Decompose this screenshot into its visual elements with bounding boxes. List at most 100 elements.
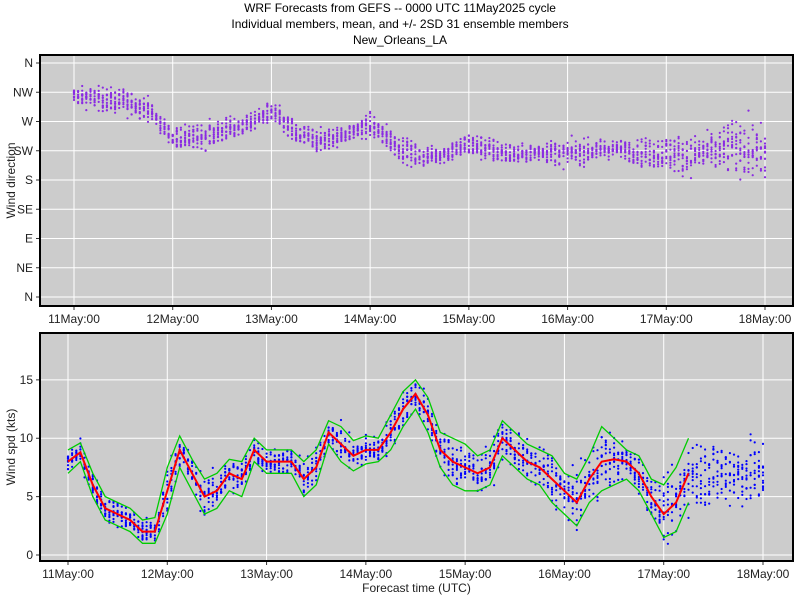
direction-point: [759, 167, 763, 171]
speed-point: [435, 429, 438, 433]
direction-point: [735, 147, 738, 150]
direction-point: [459, 137, 462, 141]
direction-point: [303, 141, 306, 144]
speed-point: [617, 471, 620, 474]
speed-point: [472, 464, 475, 467]
direction-point: [574, 158, 577, 161]
speed-point: [468, 470, 471, 473]
direction-point: [443, 155, 446, 158]
speed-point: [704, 485, 707, 488]
speed-point: [646, 500, 649, 504]
speed-point: [162, 512, 165, 515]
direction-point: [184, 134, 187, 137]
speed-point: [550, 463, 554, 466]
speed-point: [232, 477, 235, 480]
direction-point: [126, 94, 129, 97]
direction-point: [311, 129, 314, 132]
direction-point: [562, 155, 565, 158]
direction-point: [644, 150, 647, 153]
direction-point: [726, 168, 730, 171]
speed-point: [732, 474, 736, 477]
speed-point: [526, 474, 529, 477]
speed-point: [422, 394, 425, 397]
direction-point: [763, 157, 767, 160]
speed-point: [522, 444, 525, 447]
direction-point: [348, 138, 351, 141]
direction-point: [459, 143, 462, 147]
direction-point: [611, 148, 614, 151]
direction-point: [142, 115, 145, 118]
speed-point: [389, 439, 392, 442]
direction-point: [488, 136, 491, 140]
direction-point: [566, 157, 569, 160]
direction-point: [278, 118, 281, 121]
speed-point: [360, 446, 363, 449]
direction-point: [500, 159, 503, 162]
speed-point: [145, 521, 148, 524]
direction-point: [369, 133, 372, 137]
speed-point: [141, 535, 144, 538]
direction-point: [97, 96, 100, 100]
speed-point: [720, 451, 723, 454]
direction-point: [414, 150, 417, 153]
speed-x-tick-label: 11May:00: [42, 567, 94, 581]
direction-point: [582, 165, 586, 168]
speed-point: [290, 456, 293, 459]
speed-point: [695, 494, 698, 498]
direction-point: [731, 135, 734, 138]
speed-point: [530, 456, 533, 459]
speed-point: [633, 482, 636, 485]
direction-point: [607, 158, 610, 161]
speed-point: [716, 480, 719, 483]
direction-point: [747, 149, 750, 152]
speed-point: [509, 452, 512, 456]
direction-point: [718, 155, 721, 158]
direction-point: [685, 162, 689, 165]
speed-point: [186, 459, 190, 462]
direction-point: [731, 143, 734, 146]
speed-point: [575, 492, 578, 495]
speed-point: [406, 400, 409, 403]
direction-point: [340, 138, 343, 141]
direction-point: [97, 84, 100, 87]
speed-point: [311, 479, 314, 482]
direction-point: [274, 107, 277, 110]
direction-point: [179, 143, 182, 146]
direction-point: [673, 154, 676, 157]
direction-point: [344, 132, 347, 135]
direction-point: [459, 153, 462, 156]
speed-point: [137, 535, 140, 539]
speed-point: [716, 496, 719, 499]
speed-point: [79, 437, 82, 440]
direction-point: [484, 143, 487, 147]
direction-point: [327, 137, 331, 140]
speed-point: [546, 454, 550, 457]
speed-point: [571, 491, 574, 494]
direction-point: [151, 112, 154, 115]
direction-point: [611, 145, 614, 148]
direction-point: [336, 132, 339, 135]
speed-point: [257, 460, 260, 463]
speed-point: [426, 405, 429, 408]
speed-x-tick-label: 12May:00: [141, 567, 194, 581]
direction-point: [570, 154, 573, 157]
speed-point: [236, 483, 239, 487]
direction-point: [208, 117, 211, 120]
direction-point: [216, 120, 220, 123]
direction-point: [562, 151, 565, 154]
direction-point: [114, 91, 117, 94]
speed-point: [447, 460, 450, 463]
speed-point: [381, 438, 384, 441]
direction-point: [722, 140, 726, 144]
direction-point: [373, 133, 376, 136]
direction-point: [582, 137, 586, 140]
direction-point: [488, 147, 491, 150]
direction-point: [109, 94, 113, 97]
direction-point: [130, 113, 133, 116]
direction-point: [360, 124, 363, 127]
direction-point: [212, 139, 215, 142]
speed-point: [327, 439, 330, 442]
speed-point: [277, 464, 281, 467]
direction-point: [669, 166, 672, 169]
speed-point: [683, 468, 686, 472]
